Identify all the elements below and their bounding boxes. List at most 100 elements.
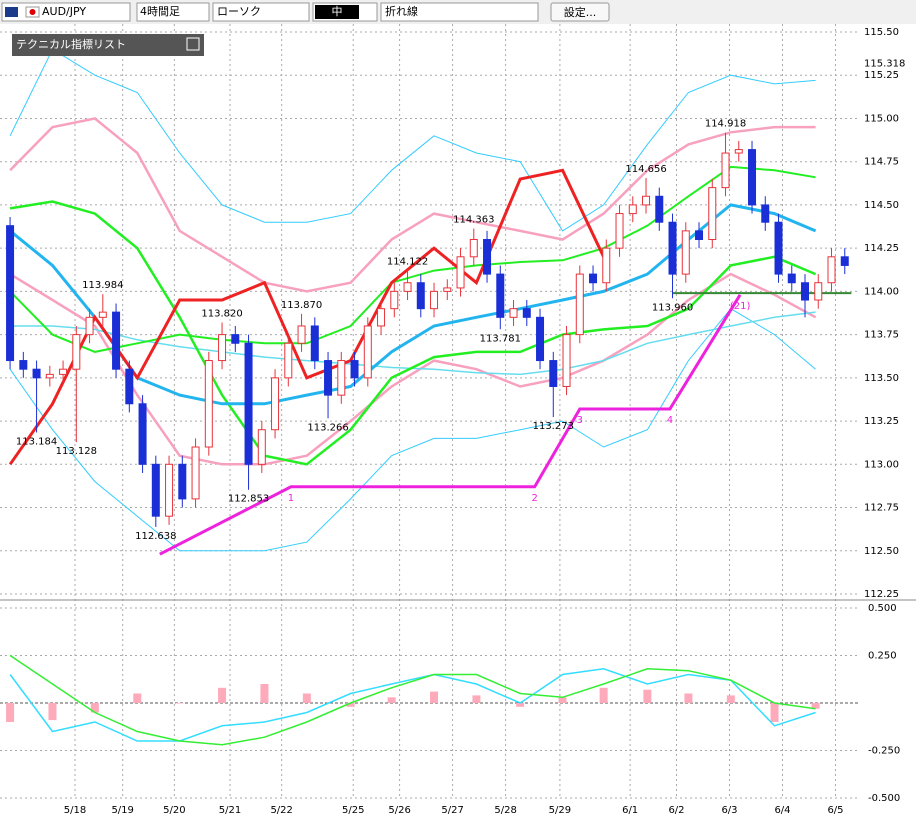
zigzag-label: 3 xyxy=(577,415,583,426)
candle-body xyxy=(112,311,121,370)
flag-jp-dot xyxy=(29,9,36,15)
histogram-bar xyxy=(346,703,355,707)
candle-body xyxy=(284,342,293,379)
candle-body xyxy=(6,225,15,362)
price-annotation: 114.918 xyxy=(705,119,746,130)
histogram-bar xyxy=(6,703,15,722)
candle-body xyxy=(642,195,651,206)
histogram-bar xyxy=(133,693,142,703)
indicator-line xyxy=(8,168,605,466)
candle-body xyxy=(59,368,68,375)
histogram-bar xyxy=(770,703,779,722)
size: 中 xyxy=(332,5,343,18)
candle-body xyxy=(443,287,452,292)
candle-body xyxy=(589,273,598,284)
candle-body xyxy=(509,308,518,318)
candle-body xyxy=(165,463,174,517)
histogram-bar xyxy=(387,697,396,703)
candle-body xyxy=(774,221,783,275)
style: ローソク xyxy=(217,5,261,18)
macd-line xyxy=(9,668,816,742)
histogram-bar xyxy=(260,684,269,703)
histogram-bar xyxy=(472,695,481,703)
price-annotation: 113.820 xyxy=(201,309,242,320)
price-annotation: 113.273 xyxy=(533,421,574,432)
y-tick-label: 0.500 xyxy=(868,603,897,614)
y-tick-label: 112.25 xyxy=(864,589,899,600)
price-marker: 115.318 xyxy=(864,58,905,69)
zigzag-line xyxy=(159,294,742,556)
y-tick-label: 113.50 xyxy=(864,373,899,384)
candle-body xyxy=(85,316,94,336)
candle-body xyxy=(761,204,770,223)
indicator-line xyxy=(9,200,817,466)
candle-body xyxy=(840,256,849,266)
candle-body xyxy=(456,256,465,289)
timeframe: 4時間足 xyxy=(140,5,180,18)
histogram-bar xyxy=(430,691,439,703)
histogram-bar xyxy=(811,703,820,709)
candle-body xyxy=(138,403,147,465)
histogram-bar xyxy=(48,703,57,721)
candle-body xyxy=(615,213,624,249)
settings-button[interactable] xyxy=(550,2,610,22)
indicator-panel[interactable] xyxy=(12,34,204,56)
indicator-line xyxy=(9,117,816,293)
line-mode-field[interactable] xyxy=(380,2,539,22)
indicator-line xyxy=(10,311,816,376)
candle-body xyxy=(668,221,677,275)
candle-body xyxy=(708,187,717,241)
price-annotation: 113.266 xyxy=(307,422,348,433)
flag-au xyxy=(5,7,18,17)
candle-body xyxy=(416,282,425,310)
candle-body xyxy=(522,308,531,318)
candle-body xyxy=(244,342,253,465)
indicator-line xyxy=(9,203,817,406)
candle-body xyxy=(45,373,54,379)
price-annotation: 113.984 xyxy=(82,280,123,291)
plot: 115.50 115.25 115.00 114.75 114.50 114.25 114.… xyxy=(0,24,916,816)
x-tick-label: 6/2 xyxy=(668,805,684,816)
indicator-line xyxy=(9,48,816,232)
candle-body xyxy=(324,360,333,396)
histogram-bar xyxy=(302,693,311,703)
x-tick-label: 5/18 xyxy=(64,805,86,816)
candle-body xyxy=(377,308,386,327)
candle-body xyxy=(297,325,306,344)
candle-body xyxy=(363,325,372,379)
price-annotation: 113.781 xyxy=(480,333,521,344)
zigzag-label: 1 xyxy=(288,493,294,504)
candle-body xyxy=(562,334,571,387)
style-select[interactable] xyxy=(212,2,310,22)
candle-body xyxy=(496,273,505,318)
x-tick-label: 6/1 xyxy=(622,805,638,816)
price-annotation: 113.960 xyxy=(652,302,693,313)
size-highlight xyxy=(315,5,359,19)
candle-body xyxy=(204,360,213,448)
candle-body xyxy=(734,149,743,154)
candle-body xyxy=(681,230,690,275)
candle-body xyxy=(602,247,611,284)
macd-line xyxy=(9,654,816,746)
histogram-bar xyxy=(726,695,735,703)
candle-body xyxy=(271,377,280,431)
price-annotation: 113.184 xyxy=(16,436,57,447)
panel-button[interactable] xyxy=(186,37,200,51)
price-annotation: 112.638 xyxy=(135,531,176,542)
y-tick-label: 112.75 xyxy=(864,503,899,514)
candle-body xyxy=(721,152,730,189)
y-tick-label: 0.250 xyxy=(868,651,897,662)
settings: 設定... xyxy=(564,5,597,19)
zigzag-label: 4 xyxy=(667,415,673,426)
line-mode: 折れ線 xyxy=(385,4,418,18)
candle-body xyxy=(827,256,836,284)
timeframe-select[interactable] xyxy=(136,2,210,22)
x-tick-label: 5/22 xyxy=(270,805,292,816)
x-tick-label: 5/27 xyxy=(441,805,463,816)
candle-body xyxy=(257,429,266,465)
y-tick-label: 115.25 xyxy=(864,70,899,81)
price-annotation: 113.870 xyxy=(281,300,322,311)
candle-body xyxy=(72,334,81,370)
x-tick-label: 6/4 xyxy=(774,805,790,816)
y-tick-label: -0.500 xyxy=(868,793,900,804)
